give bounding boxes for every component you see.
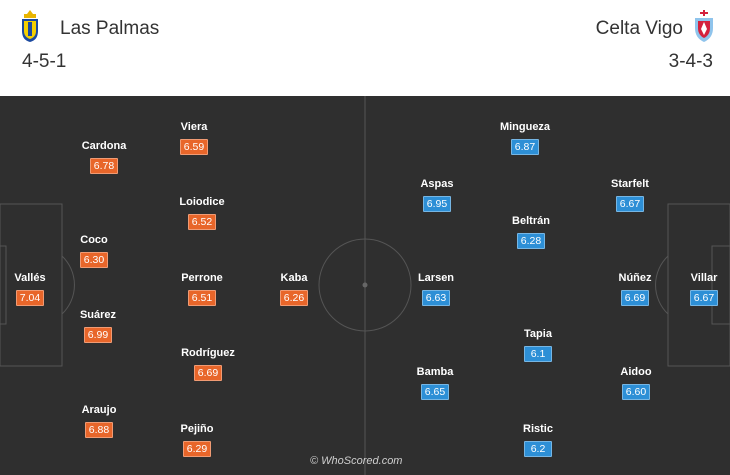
rating-badge: 6.51 [188,290,216,306]
player-perrone[interactable]: Perrone 6.51 [157,272,247,306]
away-formation: 3-4-3 [668,51,713,72]
rating-badge: 6.65 [421,384,449,400]
player-name: Perrone [181,272,223,284]
player-name: Vallés [14,272,46,284]
rating-badge: 6.60 [622,384,650,400]
home-penalty-box [0,203,63,367]
whoscored-watermark: © WhoScored.com [310,455,403,467]
player-aspas[interactable]: Aspas 6.95 [392,178,482,212]
player-name: Coco [80,234,108,246]
las-palmas-crest-icon [22,10,38,42]
away-team-name: Celta Vigo [595,18,683,39]
player-starfelt[interactable]: Starfelt 6.67 [585,178,675,212]
home-team-name: Las Palmas [60,18,160,39]
rating-badge: 6.87 [511,139,539,155]
rating-badge: 6.1 [524,346,552,362]
away-goal-box [711,245,730,325]
rating-badge: 6.88 [85,422,113,438]
rating-badge: 6.52 [188,214,216,230]
rating-badge: 6.63 [422,290,450,306]
pitch: Vallés 7.04 Cardona 6.78 Coco 6.30 Suáre… [0,96,730,475]
player-name: Bamba [416,366,454,378]
home-formation: 4-5-1 [22,51,67,72]
rating-badge: 7.04 [16,290,44,306]
player-viera[interactable]: Viera 6.59 [149,121,239,155]
rating-badge: 6.67 [690,290,718,306]
player-name: Kaba [280,272,308,284]
away-penalty-arc [655,255,669,315]
player-suarez[interactable]: Suárez 6.99 [53,309,143,343]
player-name: Suárez [79,309,117,321]
rating-badge: 6.78 [90,158,118,174]
center-circle [318,238,412,332]
player-araujo[interactable]: Araujo 6.88 [54,404,144,438]
player-name: Mingueza [499,121,551,133]
player-ristic[interactable]: Ristic 6.2 [493,423,583,457]
player-name: Tapia [524,328,552,340]
player-name: Núñez [618,272,652,284]
player-bamba[interactable]: Bamba 6.65 [390,366,480,400]
player-loiodice[interactable]: Loiodice 6.52 [157,196,247,230]
player-pejino[interactable]: Pejiño 6.29 [152,423,242,457]
player-name: Aidoo [620,366,652,378]
pitch-lines [0,96,730,475]
center-spot [362,282,368,288]
player-coco[interactable]: Coco 6.30 [49,234,139,268]
player-rodriguez[interactable]: Rodríguez 6.69 [163,347,253,381]
match-header: Las Palmas 4-5-1 Celta Vigo 3-4-3 [0,0,730,96]
rating-badge: 6.67 [616,196,644,212]
player-villar[interactable]: Villar 6.67 [659,272,730,306]
rating-badge: 6.29 [183,441,211,457]
player-name: Starfelt [611,178,649,190]
rating-badge: 6.69 [194,365,222,381]
player-name: Rodríguez [181,347,235,359]
player-name: Cardona [81,140,127,152]
rating-badge: 6.28 [517,233,545,249]
player-beltran[interactable]: Beltrán 6.28 [486,215,576,249]
player-name: Araujo [81,404,117,416]
player-kaba[interactable]: Kaba 6.26 [249,272,339,306]
rating-badge: 6.69 [621,290,649,306]
home-goal-box [0,245,7,325]
player-valles[interactable]: Vallés 7.04 [0,272,75,306]
player-name: Loiodice [179,196,225,208]
player-name: Ristic [523,423,553,435]
player-name: Aspas [420,178,454,190]
player-name: Viera [180,121,208,133]
player-larsen[interactable]: Larsen 6.63 [391,272,481,306]
rating-badge: 6.95 [423,196,451,212]
rating-badge: 6.26 [280,290,308,306]
player-name: Beltrán [512,215,550,227]
rating-badge: 6.99 [84,327,112,343]
player-name: Larsen [417,272,455,284]
player-name: Pejiño [180,423,214,435]
player-mingueza[interactable]: Mingueza 6.87 [480,121,570,155]
player-cardona[interactable]: Cardona 6.78 [59,140,149,174]
player-aidoo[interactable]: Aidoo 6.60 [591,366,681,400]
rating-badge: 6.2 [524,441,552,457]
rating-badge: 6.59 [180,139,208,155]
away-penalty-box [667,203,730,367]
rating-badge: 6.30 [80,252,108,268]
home-penalty-arc [61,255,75,315]
player-tapia[interactable]: Tapia 6.1 [493,328,583,362]
player-nunez[interactable]: Núñez 6.69 [590,272,680,306]
celta-vigo-crest-icon [695,10,713,42]
player-name: Villar [690,272,718,284]
